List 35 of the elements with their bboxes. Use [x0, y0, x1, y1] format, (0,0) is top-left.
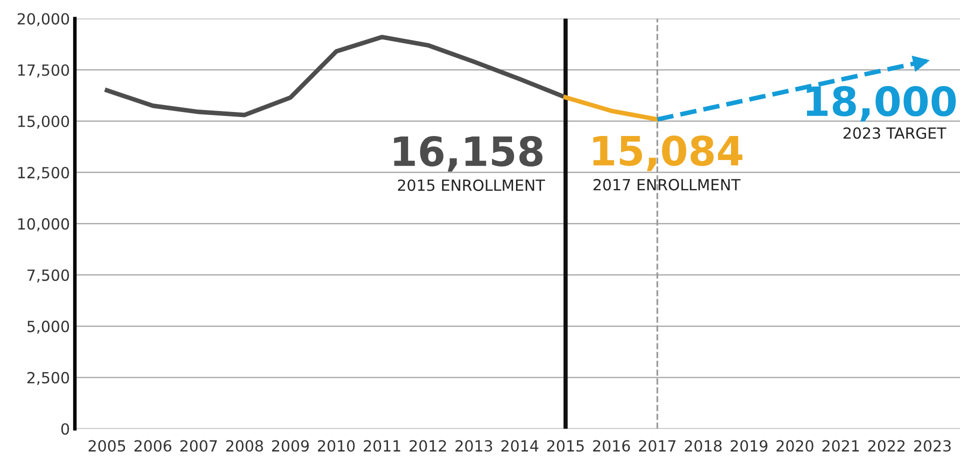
annotation: 18,000	[806, 86, 956, 122]
y-tick-label: 20,000	[18, 13, 70, 26]
y-tick-label: 17,500	[18, 64, 70, 78]
y-tick-label: 0	[61, 423, 70, 435]
x-tick-label: 2020	[776, 440, 814, 452]
x-tick-label: 2007	[180, 440, 217, 452]
x-tick-label: 2010	[318, 440, 355, 452]
x-tick-label: 2018	[684, 440, 722, 452]
x-tick-label: 2022	[868, 440, 905, 452]
x-tick-label: 2015	[547, 440, 584, 452]
x-tick-label: 2005	[88, 440, 126, 452]
x-tick-label: 2008	[226, 440, 263, 452]
x-tick-label: 2012	[410, 440, 446, 452]
x-tick-label: 2019	[730, 440, 768, 452]
annotation: 2017 ENROLLMENT	[594, 178, 741, 190]
x-tick-label: 2011	[364, 440, 400, 452]
annotation: 16,158	[394, 136, 542, 172]
y-tick-label: 5,000	[27, 320, 70, 334]
y-tick-label: 12,500	[18, 166, 70, 180]
y-tick-label: 2,500	[27, 372, 70, 386]
x-tick-label: 2021	[822, 440, 859, 452]
annotation: 2015 ENROLLMENT	[398, 179, 545, 192]
x-tick-label: 2023	[914, 440, 951, 452]
y-tick-label: 15,000	[18, 116, 70, 129]
y-tick-label: 10,000	[18, 218, 70, 232]
x-tick-label: 2013	[456, 440, 492, 452]
x-tick-label: 2006	[134, 440, 172, 452]
y-tick-label: 7,500	[28, 269, 70, 283]
x-tick-label: 2016	[593, 440, 630, 452]
x-tick-label: 2014	[501, 440, 538, 452]
annotation: 2023 TARGET	[844, 127, 946, 139]
x-tick-label: 2009	[272, 440, 309, 452]
line-series	[104, 34, 568, 118]
annotation: 15,084	[593, 135, 742, 172]
x-tick-label: 2017	[638, 440, 676, 452]
